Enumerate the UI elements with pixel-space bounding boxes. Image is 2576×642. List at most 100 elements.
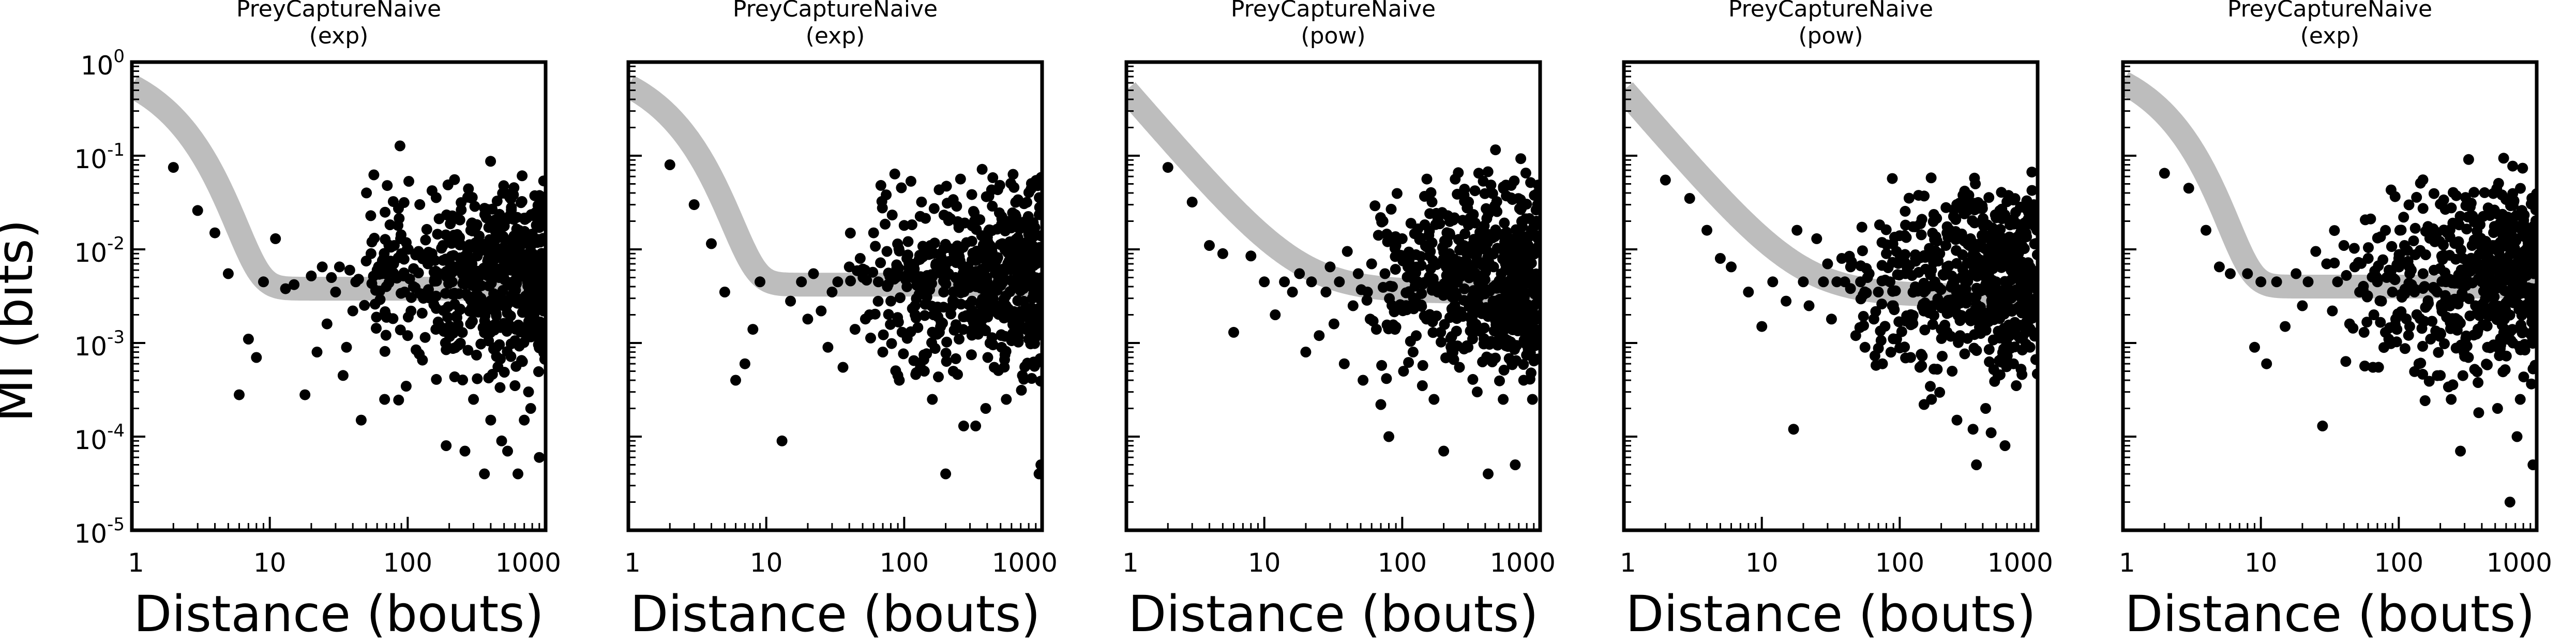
data-point [1516, 203, 1527, 214]
data-point [1916, 214, 1927, 225]
data-point [1902, 262, 1912, 273]
data-point [2340, 356, 2352, 367]
data-point [891, 263, 902, 274]
data-point [501, 325, 513, 337]
data-point [1986, 296, 1997, 308]
data-point [2497, 366, 2509, 378]
data-point [2380, 225, 2391, 236]
data-point [2425, 334, 2436, 345]
data-point [2528, 268, 2537, 279]
data-point [2417, 174, 2429, 186]
data-point [885, 295, 896, 307]
data-point [432, 229, 443, 240]
data-point [2378, 342, 2389, 353]
data-point [2030, 354, 2038, 365]
data-point [955, 173, 966, 185]
data-point [1701, 225, 1712, 236]
data-point [2261, 358, 2272, 369]
data-point [2414, 313, 2426, 324]
data-point [1855, 260, 1866, 272]
data-point [951, 201, 962, 212]
data-point [1469, 258, 1481, 270]
data-point [1714, 253, 1726, 264]
data-point [330, 287, 341, 297]
data-point [2505, 219, 2516, 231]
data-point [2479, 187, 2490, 198]
data-point [2423, 376, 2435, 387]
data-point [816, 305, 827, 317]
data-point [446, 237, 457, 249]
data-point [1459, 283, 1470, 294]
data-point [1447, 304, 1458, 316]
data-point [1491, 295, 1502, 306]
data-point [967, 329, 978, 339]
data-point [796, 276, 807, 288]
data-point [1013, 336, 1024, 348]
data-point [1959, 185, 1970, 197]
data-point [1471, 386, 1483, 398]
data-point [1887, 173, 1898, 184]
data-point [1489, 200, 1500, 212]
data-point [2427, 316, 2438, 327]
data-point [1937, 351, 1948, 362]
data-point [441, 271, 452, 282]
data-point [506, 202, 517, 213]
data-point [845, 228, 856, 238]
data-point [289, 279, 300, 290]
data-point [870, 241, 881, 252]
data-point [1007, 319, 1018, 330]
data-point [867, 266, 879, 278]
data-point [1492, 243, 1503, 254]
data-point [901, 253, 912, 264]
data-point [776, 435, 788, 446]
data-point [2026, 185, 2038, 196]
data-point [2291, 268, 2302, 279]
data-point [920, 213, 931, 224]
data-point [1390, 231, 1401, 242]
data-point [429, 255, 441, 266]
data-point [1438, 445, 1450, 457]
data-point [1859, 341, 1871, 353]
data-point [2359, 361, 2370, 371]
data-point [1228, 326, 1239, 338]
data-point [1385, 203, 1397, 215]
data-point [987, 201, 998, 212]
data-point [2436, 306, 2448, 317]
data-point [2012, 303, 2023, 314]
data-point [941, 356, 952, 367]
data-point [2433, 347, 2444, 358]
data-point [1376, 360, 1388, 371]
data-point [502, 346, 513, 357]
data-point [1482, 262, 1493, 274]
y-axis-label: MI (bits) [0, 219, 44, 422]
data-point [502, 214, 513, 225]
data-point [1485, 180, 1497, 191]
data-point [2024, 314, 2035, 325]
data-point [492, 232, 504, 244]
data-point [431, 374, 442, 385]
data-point [1468, 234, 1480, 245]
data-point [952, 250, 963, 262]
data-point [929, 237, 940, 249]
data-point [405, 292, 417, 303]
data-point [1994, 333, 2006, 344]
data-point [1473, 168, 1484, 179]
panel-3: PreyCaptureNaive(pow) 1 10 100 1000 Distance … [1122, 0, 1556, 642]
data-point [522, 291, 534, 303]
data-point [1524, 213, 1535, 224]
data-point [440, 337, 451, 349]
data-point [2402, 256, 2414, 267]
data-point [1931, 213, 1942, 224]
data-point [1376, 216, 1388, 228]
data-point [1407, 347, 1419, 357]
data-point [970, 420, 982, 431]
data-point [405, 305, 417, 317]
data-point [883, 309, 894, 320]
data-point [987, 282, 998, 293]
panel-1: PreyCaptureNaive(exp) 1 10 100 1000 100 10-1 10… [74, 0, 561, 642]
data-point [996, 329, 1007, 340]
data-point [1427, 327, 1439, 338]
data-point [2399, 343, 2411, 354]
data-point [471, 349, 482, 361]
panel-5: PreyCaptureNaive(exp) 1 10 100 1000 Distance … [2119, 0, 2552, 642]
